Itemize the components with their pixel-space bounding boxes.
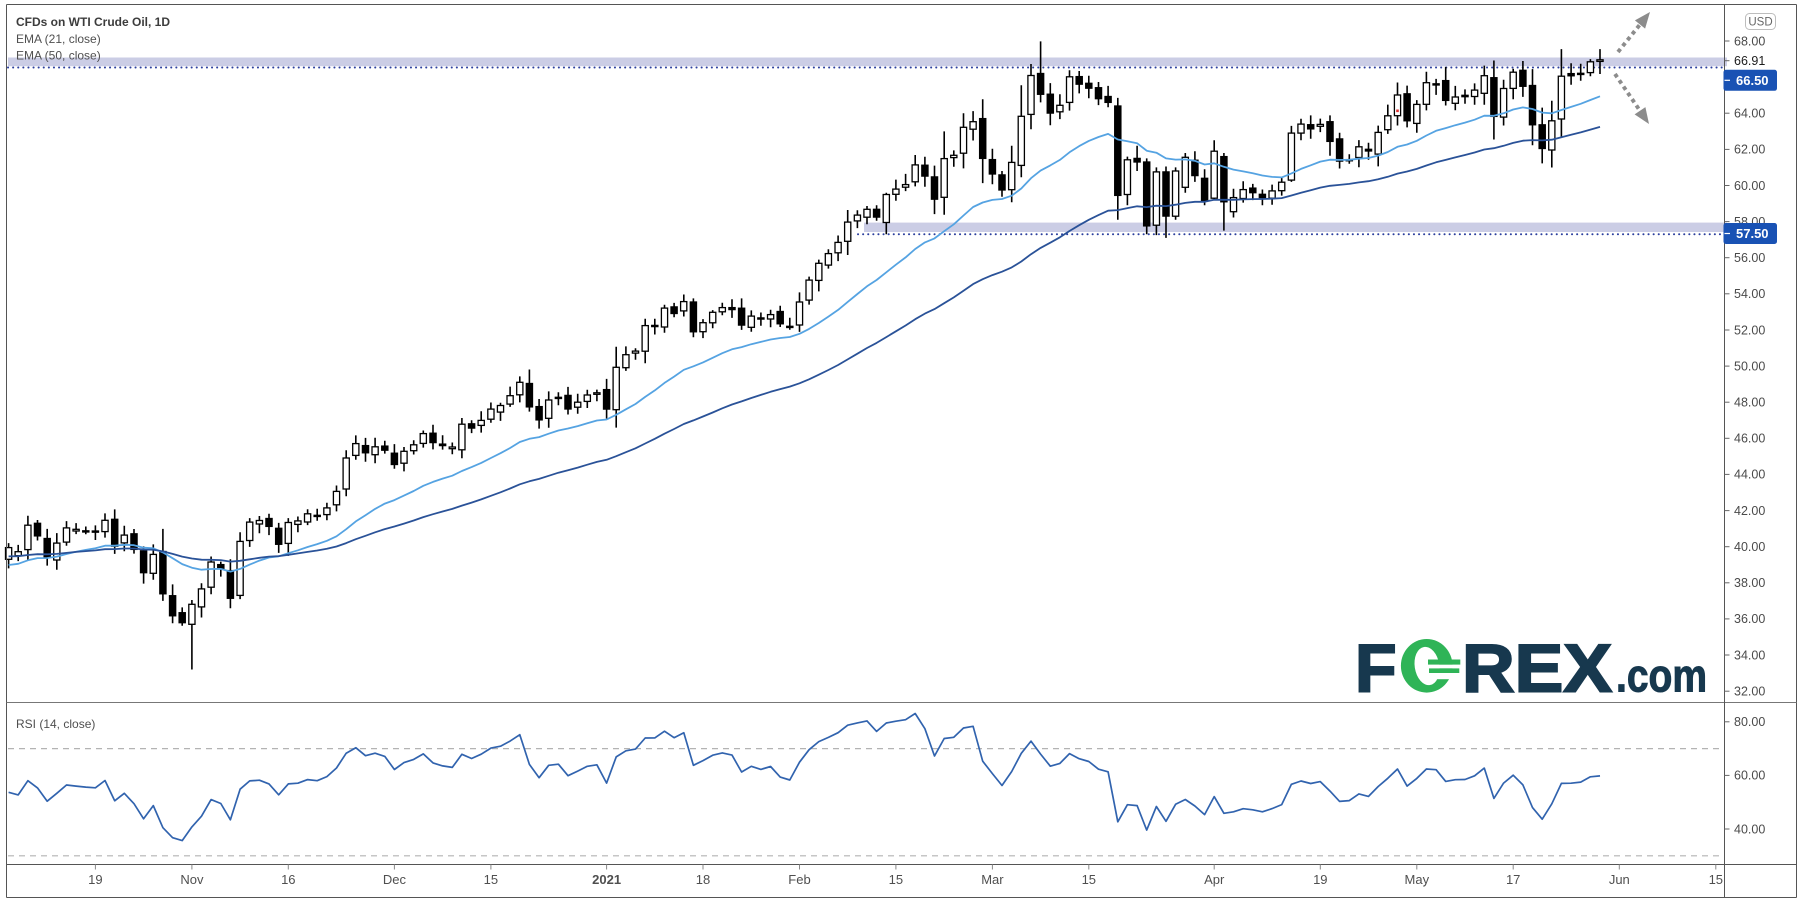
svg-text:40.00: 40.00: [1734, 822, 1765, 836]
svg-text:Feb: Feb: [788, 872, 810, 887]
svg-text:Apr: Apr: [1204, 872, 1225, 887]
svg-text:.com: .com: [1616, 650, 1707, 702]
svg-text:38.00: 38.00: [1734, 576, 1765, 590]
svg-text:66.50: 66.50: [1736, 73, 1769, 88]
svg-text:REX: REX: [1462, 631, 1612, 707]
svg-text:18: 18: [696, 872, 710, 887]
svg-text:32.00: 32.00: [1734, 685, 1765, 699]
svg-text:15: 15: [1082, 872, 1096, 887]
svg-text:60.00: 60.00: [1734, 179, 1765, 193]
svg-text:19: 19: [1313, 872, 1327, 887]
svg-text:Dec: Dec: [383, 872, 407, 887]
svg-text:56.00: 56.00: [1734, 251, 1765, 265]
svg-text:EMA (50, close): EMA (50, close): [16, 49, 101, 63]
svg-text:RSI (14, close): RSI (14, close): [16, 717, 95, 731]
svg-text:Jun: Jun: [1609, 872, 1630, 887]
svg-text:19: 19: [88, 872, 102, 887]
svg-text:66.91: 66.91: [1734, 54, 1765, 68]
svg-text:68.00: 68.00: [1734, 34, 1765, 48]
svg-text:46.00: 46.00: [1734, 432, 1765, 446]
svg-text:15: 15: [889, 872, 903, 887]
svg-text:60.00: 60.00: [1734, 769, 1765, 783]
svg-text:2021: 2021: [592, 872, 621, 887]
svg-text:80.00: 80.00: [1734, 715, 1765, 729]
svg-text:52.00: 52.00: [1734, 323, 1765, 337]
svg-text:15: 15: [484, 872, 498, 887]
svg-text:50.00: 50.00: [1734, 359, 1765, 373]
svg-text:Mar: Mar: [981, 872, 1004, 887]
svg-text:40.00: 40.00: [1734, 540, 1765, 554]
svg-text:62.00: 62.00: [1734, 143, 1765, 157]
svg-text:May: May: [1405, 872, 1430, 887]
svg-text:Nov: Nov: [180, 872, 204, 887]
svg-text:48.00: 48.00: [1734, 396, 1765, 410]
svg-text:42.00: 42.00: [1734, 504, 1765, 518]
svg-text:34.00: 34.00: [1734, 648, 1765, 662]
svg-text:54.00: 54.00: [1734, 287, 1765, 301]
svg-text:16: 16: [281, 872, 295, 887]
svg-text:EMA (21, close): EMA (21, close): [16, 32, 101, 46]
svg-text:17: 17: [1506, 872, 1520, 887]
svg-text:F: F: [1355, 631, 1397, 707]
svg-text:57.50: 57.50: [1736, 226, 1769, 241]
svg-text:64.00: 64.00: [1734, 107, 1765, 121]
svg-text:36.00: 36.00: [1734, 612, 1765, 626]
svg-text:USD: USD: [1748, 17, 1772, 29]
svg-text:44.00: 44.00: [1734, 468, 1765, 482]
svg-text:CFDs on WTI Crude Oil, 1D: CFDs on WTI Crude Oil, 1D: [16, 15, 170, 29]
svg-text:15: 15: [1709, 872, 1723, 887]
